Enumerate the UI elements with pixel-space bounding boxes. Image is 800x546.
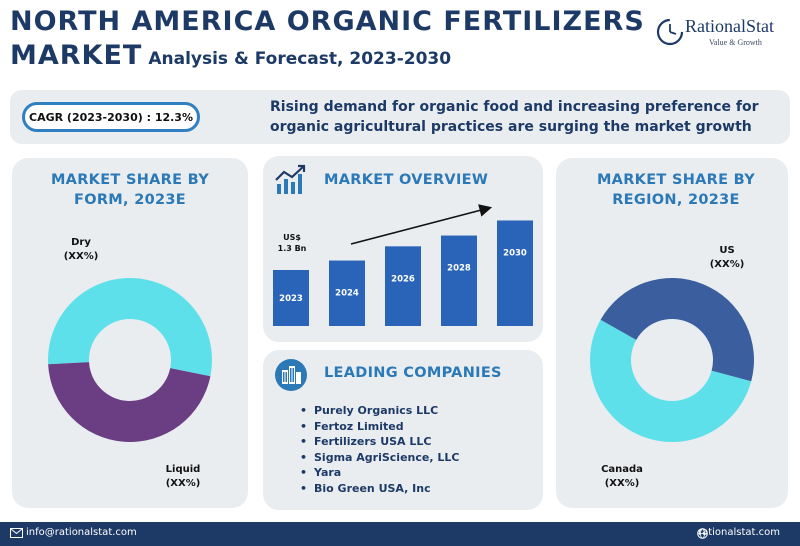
list-item: • Bio Green USA, Inc bbox=[300, 481, 431, 495]
us-label-value: (XX%) bbox=[709, 259, 745, 270]
leading-companies-card bbox=[263, 350, 543, 510]
market-overview-bar-chart: 2023 2024 2026 2028 2030 bbox=[273, 204, 533, 326]
bar-label-2023: 2023 bbox=[279, 294, 303, 304]
dry-label: Dry (XX%) bbox=[56, 236, 106, 264]
bar-2026 bbox=[385, 246, 421, 326]
form-donut-slice-liquid bbox=[48, 362, 211, 442]
clock-arc-icon bbox=[656, 18, 684, 46]
liquid-label-value: (XX%) bbox=[165, 478, 201, 489]
bar-label-2024: 2024 bbox=[335, 289, 359, 299]
buildings-icon bbox=[275, 359, 307, 391]
company-name: Fertilizers USA LLC bbox=[314, 435, 432, 448]
bar-label-2030: 2030 bbox=[503, 248, 527, 258]
company-list: • Purely Organics LLC • Fertoz Limited • Fe… bbox=[300, 403, 459, 496]
liquid-label: Liquid (XX%) bbox=[158, 463, 208, 491]
logo-name: RationalStat bbox=[685, 16, 774, 36]
canada-label-name: Canada bbox=[601, 464, 643, 475]
region-donut-chart bbox=[590, 278, 754, 443]
bar-2028 bbox=[441, 235, 477, 326]
region-donut-slice-us bbox=[590, 319, 752, 443]
bar-2023 bbox=[273, 270, 309, 326]
footer-website-link[interactable]: rationalstat.com bbox=[697, 527, 780, 538]
region-donut-slice-canada bbox=[600, 278, 754, 382]
list-item: • Purely Organics LLC bbox=[300, 404, 439, 417]
logo-tagline: Value & Growth bbox=[709, 38, 762, 47]
companies-card-title: LEADING COMPANIES bbox=[324, 365, 502, 381]
bar-label-2028: 2028 bbox=[447, 264, 471, 274]
canada-label: Canada (XX%) bbox=[594, 463, 650, 491]
footer-bar: info@rationalstat.com rationalstat.com bbox=[0, 522, 800, 546]
bar-label-2026: 2026 bbox=[391, 274, 415, 284]
globe-icon bbox=[697, 528, 708, 539]
us-label: US (XX%) bbox=[702, 244, 752, 272]
company-name: Fertoz Limited bbox=[314, 419, 404, 433]
page-title: NORTH AMERICA ORGANIC FERTILIZERS bbox=[10, 6, 645, 37]
form-card-title: MARKET SHARE BY FORM, 2023E bbox=[50, 172, 210, 208]
liquid-label-name: Liquid bbox=[165, 464, 201, 475]
trend-arrow bbox=[350, 204, 493, 245]
base-value-amount: 1.3 Bn bbox=[277, 244, 307, 253]
us-label-name: US bbox=[719, 245, 735, 256]
base-value-currency: US$ bbox=[283, 233, 301, 242]
bar-2024 bbox=[329, 260, 365, 326]
cagr-badge: CAGR (2023-2030) : 12.3% bbox=[22, 102, 200, 132]
dry-label-name: Dry bbox=[71, 237, 91, 248]
region-card-title: MARKET SHARE BY REGION, 2023E bbox=[596, 172, 756, 208]
list-item: • Yara bbox=[300, 466, 342, 479]
form-donut-chart bbox=[48, 278, 212, 442]
canada-label-value: (XX%) bbox=[604, 478, 640, 489]
title-analysis-text: Analysis & Forecast, 2023-2030 bbox=[148, 49, 452, 69]
base-value-annotation: US$ 1.3 Bn bbox=[270, 232, 314, 254]
envelope-icon bbox=[10, 528, 23, 538]
footer-email-link[interactable]: info@rationalstat.com bbox=[26, 527, 137, 538]
brand-logo: RationalStat Value & Growth bbox=[655, 14, 785, 54]
company-name: Bio Green USA, Inc bbox=[314, 481, 431, 495]
company-name: Yara bbox=[314, 466, 342, 479]
list-item: • Fertoz Limited bbox=[300, 419, 404, 433]
form-donut-slice-dry bbox=[48, 278, 212, 377]
banner-text: Rising demand for organic food and incre… bbox=[270, 99, 759, 135]
bar-2030 bbox=[497, 220, 533, 326]
trend-chart-icon bbox=[275, 164, 306, 194]
list-item: • Fertilizers USA LLC bbox=[300, 435, 432, 448]
title-market-word: MARKET bbox=[10, 40, 143, 71]
form-share-card bbox=[12, 158, 248, 508]
list-item: • Sigma AgriScience, LLC bbox=[300, 450, 460, 464]
overview-card-title: MARKET OVERVIEW bbox=[324, 172, 489, 188]
company-name: Purely Organics LLC bbox=[314, 404, 439, 417]
page-subtitle: MARKET Analysis & Forecast, 2023-2030 bbox=[10, 40, 451, 71]
dry-label-value: (XX%) bbox=[63, 251, 99, 262]
company-name: Sigma AgriScience, LLC bbox=[314, 450, 460, 464]
